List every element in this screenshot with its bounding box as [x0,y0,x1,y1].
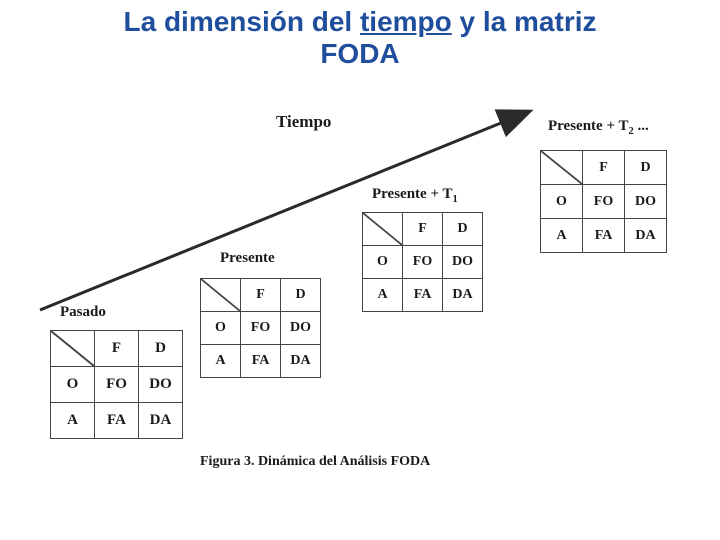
title-post: y la matriz [452,6,597,37]
matrix-cell [201,279,241,312]
matrix-t1: FDOFODOAFADA [362,212,483,312]
matrix-t2: FDOFODOAFADA [540,150,667,253]
title-line-1: La dimensión del tiempo y la matriz [124,6,597,37]
matrix-cell: FO [95,367,139,403]
matrix-cell: DA [625,219,667,253]
matrix-cell: A [541,219,583,253]
stage-label-t1: Presente + T1 [372,186,458,205]
matrix-cell: FA [403,279,443,312]
matrix-cell: O [541,185,583,219]
title-line-2: FODA [320,38,399,69]
matrix-pasado: FDOFODOAFADA [50,330,183,439]
matrix-cell: FO [241,312,281,345]
stage-label-pasado: Pasado [60,304,106,321]
matrix-cell [363,213,403,246]
matrix-cell: A [201,345,241,378]
tiempo-label: Tiempo [276,112,331,132]
matrix-cell: DO [443,246,483,279]
matrix-cell: FO [403,246,443,279]
matrix-cell: F [583,151,625,185]
matrix-cell: D [281,279,321,312]
stage-label-t2: Presente + T2 ... [548,118,649,137]
stage-label-presente: Presente [220,250,275,267]
matrix-cell: D [625,151,667,185]
matrix-cell: FA [95,403,139,439]
matrix-cell [541,151,583,185]
matrix-presente: FDOFODOAFADA [200,278,321,378]
matrix-cell: F [241,279,281,312]
matrix-cell: O [363,246,403,279]
matrix-cell: F [95,331,139,367]
matrix-cell: FO [583,185,625,219]
matrix-cell: A [51,403,95,439]
matrix-cell: DO [625,185,667,219]
matrix-cell: D [443,213,483,246]
matrix-cell: D [139,331,183,367]
matrix-cell: DO [281,312,321,345]
matrix-cell: DA [443,279,483,312]
figure-caption: Figura 3. Dinámica del Análisis FODA [200,454,430,470]
page-title: La dimensión del tiempo y la matriz FODA [0,6,720,70]
title-pre: La dimensión del [124,6,360,37]
matrix-cell: FA [241,345,281,378]
matrix-cell: F [403,213,443,246]
matrix-cell: O [201,312,241,345]
matrix-cell [51,331,95,367]
matrix-cell: O [51,367,95,403]
matrix-cell: FA [583,219,625,253]
matrix-cell: DA [281,345,321,378]
title-underline: tiempo [360,6,452,37]
matrix-cell: DA [139,403,183,439]
matrix-cell: A [363,279,403,312]
matrix-cell: DO [139,367,183,403]
